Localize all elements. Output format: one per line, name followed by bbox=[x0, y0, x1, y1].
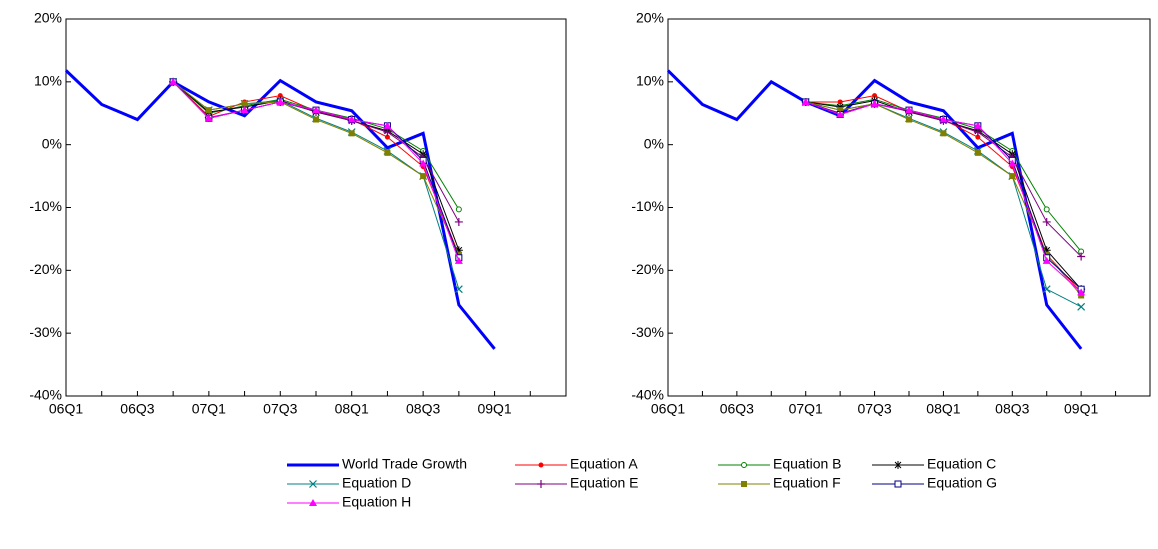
marker bbox=[974, 149, 981, 156]
x-tick-label: 07Q1 bbox=[789, 401, 823, 417]
marker bbox=[312, 106, 320, 114]
plot-frame bbox=[667, 18, 1151, 397]
marker bbox=[905, 106, 913, 114]
marker bbox=[383, 121, 392, 129]
series-line bbox=[64, 69, 496, 350]
x-tick-label: 09Q1 bbox=[477, 401, 511, 417]
y-tick-label: -20% bbox=[29, 261, 62, 277]
marker bbox=[1042, 256, 1051, 264]
y-tick-label: 0% bbox=[644, 135, 664, 151]
series-line bbox=[666, 69, 1083, 350]
series-line bbox=[805, 101, 1082, 290]
y-tick-label: 10% bbox=[34, 73, 62, 89]
marker bbox=[1077, 288, 1086, 296]
legend-label: Equation H bbox=[342, 494, 411, 510]
marker bbox=[894, 480, 902, 488]
marker bbox=[384, 149, 391, 156]
legend-label: Equation A bbox=[570, 456, 638, 472]
series-line bbox=[805, 95, 1082, 293]
series-line bbox=[805, 101, 1082, 257]
marker bbox=[240, 106, 249, 114]
x-tick-label: 07Q3 bbox=[263, 401, 297, 417]
x-tick-label: 07Q3 bbox=[857, 401, 891, 417]
series-line bbox=[805, 100, 1082, 290]
y-tick-label: -30% bbox=[29, 324, 62, 340]
marker bbox=[1078, 292, 1085, 299]
marker bbox=[973, 121, 982, 129]
marker bbox=[939, 115, 948, 123]
marker bbox=[348, 130, 355, 137]
marker bbox=[169, 77, 178, 85]
marker bbox=[538, 462, 544, 468]
marker bbox=[205, 107, 212, 114]
marker bbox=[906, 116, 912, 123]
marker bbox=[801, 97, 810, 105]
marker bbox=[1008, 159, 1017, 167]
marker bbox=[420, 173, 427, 180]
x-tick-label: 06Q1 bbox=[49, 401, 83, 417]
marker bbox=[419, 159, 428, 167]
x-tick-label: 09Q1 bbox=[1064, 401, 1098, 417]
y-tick-label: -40% bbox=[631, 387, 664, 403]
marker bbox=[837, 107, 844, 114]
marker bbox=[975, 134, 981, 140]
marker bbox=[454, 217, 463, 226]
legend-label: Equation G bbox=[927, 475, 997, 491]
marker bbox=[870, 99, 879, 107]
marker bbox=[309, 480, 317, 488]
marker bbox=[313, 116, 319, 123]
y-tick-label: -10% bbox=[29, 198, 62, 214]
legend-label: World Trade Growth bbox=[342, 456, 467, 472]
x-tick-label: 08Q3 bbox=[406, 401, 440, 417]
marker bbox=[241, 100, 248, 107]
marker bbox=[973, 128, 982, 137]
marker bbox=[1077, 302, 1086, 311]
marker bbox=[741, 481, 747, 487]
marker bbox=[1042, 285, 1051, 294]
marker bbox=[836, 102, 845, 111]
legend-label: Equation F bbox=[773, 475, 841, 491]
marker bbox=[454, 246, 463, 255]
marker bbox=[836, 110, 845, 118]
x-tick-label: 08Q3 bbox=[995, 401, 1029, 417]
y-tick-label: 20% bbox=[636, 10, 664, 26]
marker bbox=[347, 115, 356, 123]
plot-frame bbox=[65, 18, 567, 397]
y-tick-label: 0% bbox=[42, 135, 62, 151]
y-tick-label: 20% bbox=[34, 10, 62, 26]
y-tick-label: -40% bbox=[29, 387, 62, 403]
marker bbox=[454, 256, 463, 264]
marker bbox=[204, 114, 213, 122]
marker bbox=[537, 480, 545, 488]
y-tick-label: -30% bbox=[631, 324, 664, 340]
marker bbox=[455, 206, 462, 213]
x-tick-label: 08Q1 bbox=[926, 401, 960, 417]
legend-label: Equation B bbox=[773, 456, 842, 472]
marker bbox=[1042, 246, 1051, 255]
marker bbox=[309, 499, 317, 506]
legend-label: Equation D bbox=[342, 475, 411, 491]
legend-label: Equation C bbox=[927, 456, 996, 472]
marker bbox=[454, 285, 463, 294]
marker bbox=[1077, 252, 1086, 261]
x-tick-label: 06Q1 bbox=[651, 401, 685, 417]
marker bbox=[894, 461, 902, 469]
marker bbox=[1009, 173, 1016, 180]
marker bbox=[276, 97, 285, 105]
marker bbox=[741, 462, 747, 468]
y-tick-label: 10% bbox=[636, 73, 664, 89]
marker bbox=[384, 134, 390, 140]
legend-label: Equation E bbox=[570, 475, 639, 491]
x-tick-label: 07Q1 bbox=[192, 401, 226, 417]
y-tick-label: -20% bbox=[631, 261, 664, 277]
marker bbox=[1042, 217, 1051, 226]
marker bbox=[940, 130, 947, 137]
x-tick-label: 06Q3 bbox=[120, 401, 154, 417]
marker bbox=[383, 128, 392, 137]
x-tick-label: 08Q1 bbox=[335, 401, 369, 417]
marker bbox=[1043, 206, 1050, 213]
y-tick-label: -10% bbox=[631, 198, 664, 214]
x-tick-label: 06Q3 bbox=[720, 401, 754, 417]
